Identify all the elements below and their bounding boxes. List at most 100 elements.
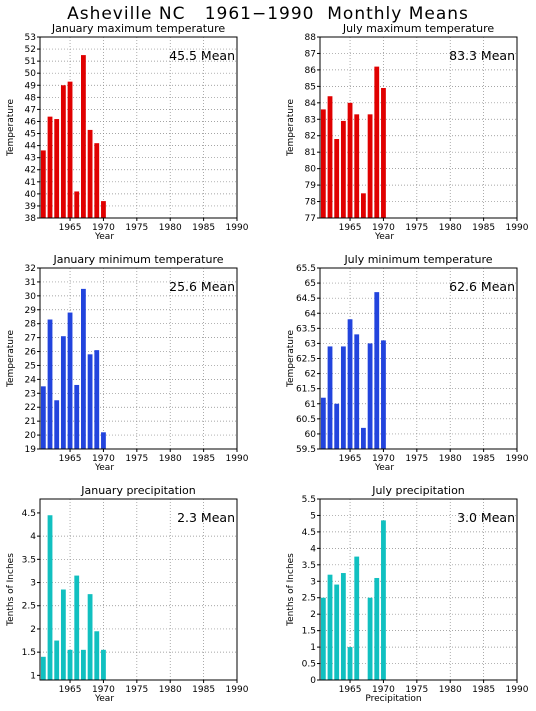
january-min-temp-bar-1968 (87, 354, 93, 449)
july-min-temp-xtick-label: 1990 (506, 454, 529, 464)
january-max-temp-mean-label: 45.5 Mean (169, 48, 235, 63)
january-min-temp-ytick-label: 21 (25, 417, 36, 427)
january-min-temp-frame (39, 267, 238, 450)
july-precip-mean-label: 3.0 Mean (457, 510, 515, 525)
july-precip-ytick-label: 0.5 (302, 660, 316, 670)
january-precip-bar-1963 (54, 640, 60, 680)
july-max-temp-bar-1969 (374, 66, 380, 218)
january-max-temp-bar-1970 (101, 201, 106, 218)
july-precip-ytick-label: 2 (310, 610, 316, 620)
july-precip-ytick-label: 1 (310, 643, 316, 653)
january-min-temp-xtick-label: 1965 (59, 454, 82, 464)
january-min-temp-title: January minimum temperature (52, 253, 223, 266)
january-max-temp-xtick-label: 1965 (59, 223, 82, 233)
july-precip-bar-1966 (354, 556, 360, 680)
january-precip-ytick-label: 3 (30, 579, 36, 589)
january-precip-ytick-label: 2.5 (22, 602, 36, 612)
july-precip-ytick-label: 3 (310, 577, 316, 587)
july-max-temp-bar-1967 (361, 193, 366, 218)
january-precip-bar-1966 (74, 575, 80, 680)
january-max-temp-bar-1962 (47, 116, 53, 218)
july-min-temp-ytick-label: 61 (305, 400, 316, 410)
january-precip-xtick-label: 1980 (159, 685, 182, 695)
july-max-temp-bar-1965 (347, 102, 353, 218)
january-min-temp-xtick-label: 1985 (192, 454, 215, 464)
july-precip-bar-1962 (327, 574, 333, 680)
july-min-temp-frame (319, 267, 518, 450)
january-precip-xtick-label: 1970 (92, 685, 115, 695)
july-precip-xtick-label: 1965 (339, 685, 362, 695)
january-max-temp-bar-1964 (60, 85, 66, 219)
january-precip-ytick-label: 1 (30, 671, 36, 681)
january-min-temp-ytick-label: 27 (25, 334, 36, 344)
january-max-temp-ytick-label: 50 (25, 69, 37, 79)
july-precip-bar-1968 (367, 597, 373, 680)
january-min-temp-ytick-label: 19 (25, 445, 37, 455)
january-precip-bar-1962 (47, 515, 53, 680)
july-min-temp-ytick-label: 62 (305, 370, 316, 380)
july-precip-bar-1961 (320, 597, 326, 680)
january-precip-xtick-label: 1975 (125, 685, 148, 695)
january-max-temp-xtick-label: 1985 (192, 223, 215, 233)
january-precip-mean-label: 2.3 Mean (177, 510, 235, 525)
july-max-temp-bar-1961 (320, 109, 326, 218)
july-precip-ytick-label: 5.5 (302, 495, 316, 505)
july-min-temp-xlabel: Year (374, 463, 394, 473)
july-min-temp-ytick-label: 60 (305, 430, 317, 440)
july-precip-ytick-label: 0 (310, 676, 316, 686)
july-max-temp-title: July maximum temperature (342, 22, 495, 35)
january-min-temp-ytick-label: 23 (25, 389, 36, 399)
january-min-temp-ytick-label: 22 (25, 403, 36, 413)
july-min-temp-xtick-label: 1985 (472, 454, 495, 464)
january-min-temp-bar-1965 (67, 312, 73, 449)
january-min-temp-bar-1969 (94, 350, 100, 449)
july-precip-xtick-label: 1970 (372, 685, 395, 695)
july-max-temp-ytick-label: 82 (305, 132, 316, 142)
july-min-temp-xtick-label: 1980 (439, 454, 462, 464)
july-min-temp-xtick-label: 1970 (372, 454, 395, 464)
july-precip-xlabel: Precipitation (365, 694, 421, 704)
july-min-temp-ytick-label: 64.5 (296, 294, 316, 304)
january-precip-xlabel: Year (94, 694, 114, 704)
january-max-temp-ytick-label: 53 (25, 33, 36, 43)
july-precip-xtick-label: 1985 (472, 685, 495, 695)
january-precip-ytick-label: 1.5 (22, 648, 36, 658)
january-max-temp-ytick-label: 49 (25, 81, 37, 91)
january-min-temp-ylabel: Temperature (6, 330, 16, 388)
july-precip-bar-1969 (374, 577, 380, 680)
july-max-temp-xtick-label: 1965 (339, 223, 362, 233)
july-precip-ytick-label: 4.5 (302, 528, 316, 538)
january-min-temp-ytick-label: 30 (25, 292, 37, 302)
january-min-temp-xtick-label: 1980 (159, 454, 182, 464)
january-min-temp-ytick-label: 31 (25, 278, 36, 288)
july-min-temp-xtick-label: 1975 (405, 454, 428, 464)
january-min-temp-bar-1962 (47, 319, 53, 449)
january-precip-ytick-label: 3.5 (22, 555, 36, 565)
january-precip-bar-1964 (60, 589, 66, 680)
july-max-temp-xtick-label: 1975 (405, 223, 428, 233)
january-precip-bar-1968 (87, 594, 93, 680)
july-max-temp-xtick-label: 1980 (439, 223, 462, 233)
january-min-temp-ytick-label: 29 (25, 306, 37, 316)
page-title: Asheville NC 1961−1990 Monthly Means (67, 4, 469, 24)
january-precip-bar-1961 (40, 656, 46, 680)
january-min-temp-ytick-label: 26 (25, 348, 37, 358)
january-precip-bar-1969 (94, 631, 100, 680)
january-min-temp-bar-1963 (54, 400, 60, 449)
january-precip-bar-1970 (101, 649, 106, 680)
july-min-temp-ytick-label: 64 (305, 309, 317, 319)
january-max-temp-frame (39, 36, 238, 219)
july-precip-bar-1965 (347, 647, 353, 680)
january-min-temp-bar-1961 (40, 386, 46, 449)
january-min-temp-bar-1966 (74, 384, 80, 449)
july-min-temp-title: July minimum temperature (343, 253, 492, 266)
july-max-temp-bar-1962 (327, 96, 333, 218)
january-precip-bar-1967 (81, 649, 86, 680)
july-max-temp-ylabel: Temperature (286, 99, 296, 157)
july-precip-xtick-label: 1980 (439, 685, 462, 695)
january-precip-xtick-label: 1990 (226, 685, 249, 695)
july-min-temp-bar-1964 (340, 346, 346, 449)
july-precip-frame (319, 498, 518, 681)
january-max-temp-ytick-label: 42 (25, 166, 36, 176)
july-max-temp-ytick-label: 85 (305, 82, 316, 92)
